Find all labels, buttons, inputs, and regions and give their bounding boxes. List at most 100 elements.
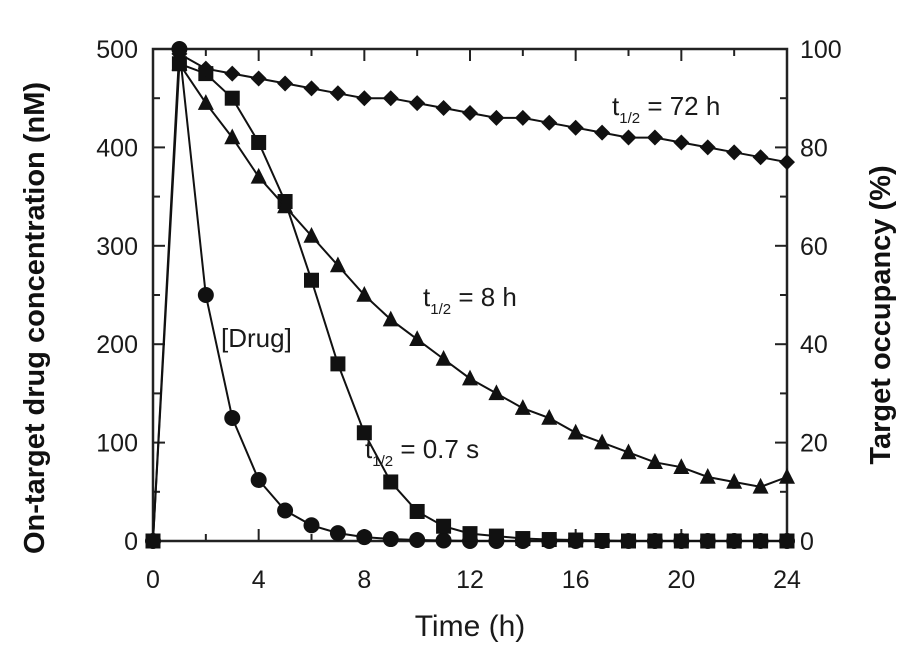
t-half-07s-marker bbox=[726, 533, 742, 549]
y-tick-label: 400 bbox=[96, 134, 138, 162]
drug-label: [Drug] bbox=[221, 323, 292, 353]
t-half-07s-marker bbox=[673, 533, 689, 549]
y2-tick-label: 20 bbox=[800, 430, 828, 458]
t-half-72h-marker bbox=[277, 75, 294, 92]
t-half-8h-marker bbox=[673, 458, 690, 474]
y-axis-title: On-target drug concentration (nM) bbox=[19, 82, 51, 554]
t-half-07s-label: t1/2 = 0.7 s bbox=[365, 434, 479, 470]
t-half-8h-main: t bbox=[423, 282, 431, 312]
t-half-07s-main: t bbox=[365, 434, 373, 464]
t-half-07s-marker bbox=[409, 503, 425, 519]
t-half-07s-marker bbox=[594, 533, 610, 549]
t-half-72h-sub: 1/2 bbox=[619, 110, 640, 127]
t-half-72h-marker bbox=[303, 80, 320, 97]
x-tick-label: 4 bbox=[252, 566, 266, 594]
t-half-72h-marker bbox=[541, 114, 558, 131]
t-half-72h-marker bbox=[594, 124, 611, 141]
y2-tick-label: 40 bbox=[800, 331, 828, 359]
t-half-8h-marker bbox=[435, 349, 452, 366]
t-half-72h-marker bbox=[224, 65, 241, 82]
t-half-8h-marker bbox=[171, 54, 188, 71]
t-half-8h-marker bbox=[726, 472, 743, 489]
t-half-8h-rest: = 8 h bbox=[451, 282, 517, 312]
t-half-8h-marker bbox=[541, 409, 558, 425]
t-half-72h-marker bbox=[409, 95, 426, 112]
t-half-72h-marker bbox=[250, 70, 267, 87]
y-tick-label: 100 bbox=[96, 430, 138, 458]
t-half-72h-marker bbox=[699, 139, 716, 156]
t-half-72h-marker bbox=[462, 104, 478, 121]
t-half-72h-marker bbox=[752, 149, 769, 166]
drug-marker bbox=[303, 517, 320, 534]
drug-marker bbox=[197, 287, 214, 303]
t-half-72h-marker bbox=[567, 119, 584, 136]
t-half-8h-marker bbox=[779, 468, 795, 484]
x-tick-labels: 0 4 8 12 16 20 24 bbox=[146, 566, 801, 594]
drug-marker bbox=[224, 410, 241, 426]
t-half-72h-marker bbox=[779, 154, 795, 171]
drug-marker bbox=[382, 531, 399, 548]
t-half-8h-marker bbox=[567, 423, 584, 440]
t-half-07s-marker bbox=[330, 356, 346, 372]
t-half-8h-marker bbox=[409, 330, 426, 347]
t-half-8h-line bbox=[178, 63, 788, 488]
x-axis-title: Time (h) bbox=[415, 610, 526, 643]
t-half-07s-rest: = 0.7 s bbox=[393, 434, 479, 464]
t-half-07s-marker bbox=[541, 532, 557, 548]
t-half-72h-label: t1/2 = 72 h bbox=[612, 91, 720, 127]
y2-tick-label: 60 bbox=[800, 233, 828, 261]
y2-tick-label: 80 bbox=[800, 134, 828, 162]
drug-marker bbox=[329, 525, 346, 542]
t-half-8h-marker bbox=[488, 384, 505, 401]
t-half-8h-marker bbox=[303, 226, 320, 243]
y-tick-label: 500 bbox=[96, 36, 138, 64]
t-half-8h-marker bbox=[462, 369, 478, 386]
t-half-8h-marker bbox=[356, 286, 373, 302]
t-half-07s-marker bbox=[621, 533, 636, 549]
t-half-72h-marker bbox=[488, 109, 505, 126]
t-half-07s-marker bbox=[304, 272, 319, 288]
t-half-07s-marker bbox=[647, 533, 663, 549]
t-half-72h-main: t bbox=[612, 91, 620, 121]
t-half-72h-marker bbox=[620, 129, 637, 146]
t-half-72h-marker bbox=[382, 90, 399, 107]
drug-marker bbox=[277, 502, 294, 519]
t-half-72h-marker bbox=[329, 85, 346, 102]
t-half-07s-marker bbox=[568, 532, 584, 548]
t-half-8h-marker bbox=[277, 197, 294, 214]
drug-marker bbox=[435, 532, 452, 549]
t-half-72h-marker bbox=[673, 134, 690, 151]
drug-marker bbox=[356, 529, 373, 546]
x-tick-label: 20 bbox=[667, 566, 695, 594]
t-half-8h-marker bbox=[514, 399, 531, 415]
t-half-72h-marker bbox=[356, 90, 373, 107]
x-tick-label: 16 bbox=[562, 566, 590, 594]
t-half-07s-sub: 1/2 bbox=[372, 453, 393, 470]
y-tick-label: 200 bbox=[96, 331, 138, 359]
t-half-72h-marker bbox=[171, 45, 188, 62]
t-half-07s-marker bbox=[753, 533, 769, 549]
t-half-8h-marker bbox=[197, 94, 214, 110]
t-half-07s-marker bbox=[383, 474, 399, 490]
drug-marker bbox=[409, 532, 426, 549]
t-half-07s-marker bbox=[436, 518, 452, 534]
y2-tick-labels: 0 20 40 60 80 100 bbox=[800, 36, 842, 556]
t-half-72h-marker bbox=[726, 144, 743, 161]
t-half-72h-marker bbox=[197, 60, 214, 77]
t-half-07s-marker bbox=[462, 526, 478, 542]
t-half-72h-marker bbox=[646, 129, 663, 146]
t-half-8h-sub: 1/2 bbox=[430, 301, 451, 318]
t-half-07s-marker bbox=[224, 90, 240, 106]
t-half-72h-marker bbox=[435, 100, 452, 117]
t-half-8h-marker bbox=[329, 256, 346, 273]
t-half-8h-marker bbox=[620, 443, 637, 460]
t-half-07s-marker bbox=[700, 533, 716, 549]
y-tick-labels: 0 100 200 300 400 500 bbox=[96, 36, 138, 556]
x-tick-label: 24 bbox=[773, 566, 801, 594]
x-tick-label: 0 bbox=[146, 566, 160, 594]
t-half-8h-marker bbox=[224, 128, 241, 145]
y2-tick-label: 100 bbox=[800, 36, 842, 64]
t-half-07s-marker bbox=[488, 528, 504, 544]
series-group bbox=[145, 41, 795, 549]
